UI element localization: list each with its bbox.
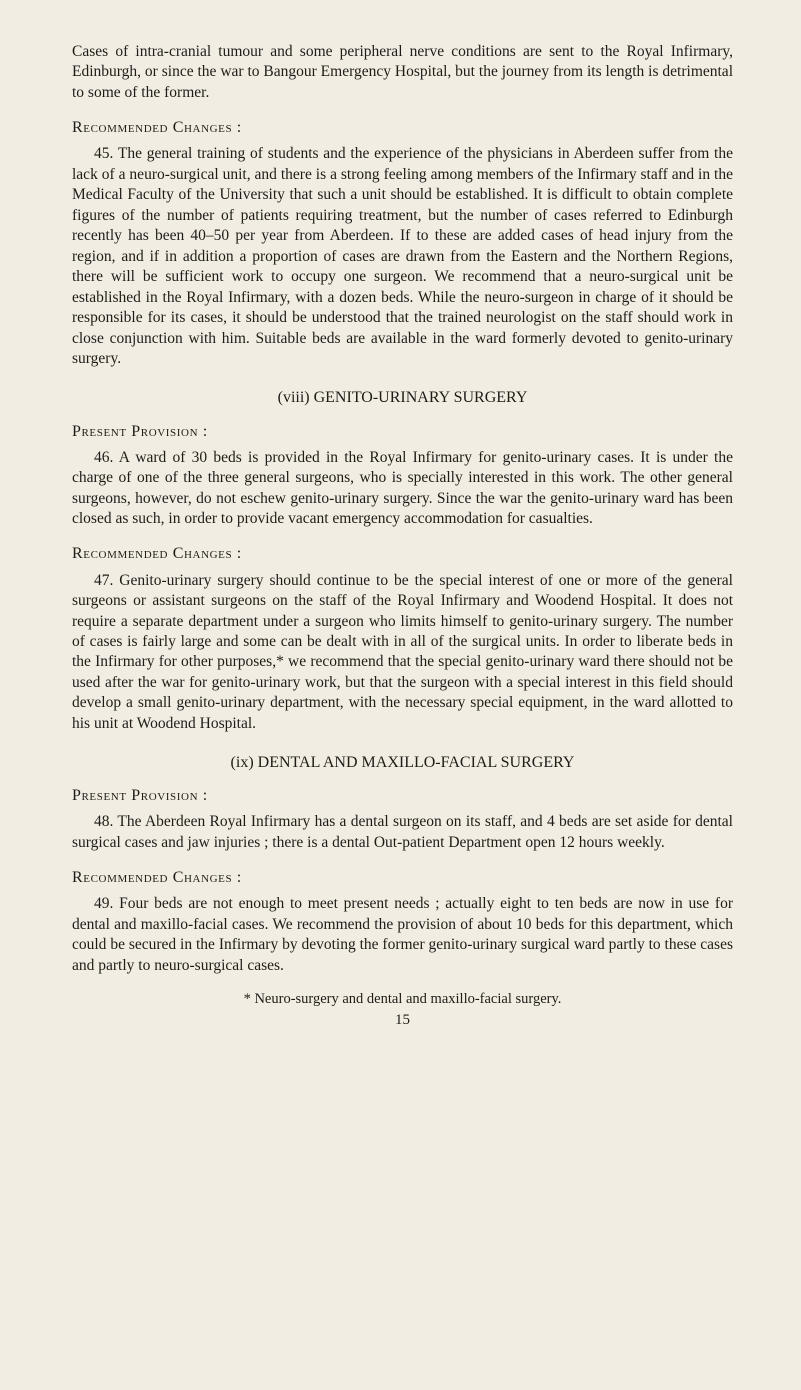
paragraph-45: 45. The general training of students and… <box>72 144 733 369</box>
page-number: 15 <box>72 1011 733 1031</box>
heading-dental-maxillo: (ix) DENTAL AND MAXILLO-FACIAL SURGERY <box>72 752 733 773</box>
heading-present-provision-2: Present Provision : <box>72 785 733 806</box>
heading-recommended-changes-3: Recommended Changes : <box>72 867 733 888</box>
heading-present-provision-1: Present Provision : <box>72 421 733 442</box>
heading-recommended-changes-1: Recommended Changes : <box>72 117 733 138</box>
paragraph-intro: Cases of intra-cranial tumour and some p… <box>72 42 733 103</box>
heading-recommended-changes-2: Recommended Changes : <box>72 543 733 564</box>
paragraph-49: 49. Four beds are not enough to meet pre… <box>72 894 733 976</box>
paragraph-46: 46. A ward of 30 beds is provided in the… <box>72 448 733 530</box>
heading-genito-urinary: (viii) GENITO-URINARY SURGERY <box>72 387 733 408</box>
footnote: * Neuro-surgery and dental and maxillo-f… <box>72 990 733 1009</box>
paragraph-48: 48. The Aberdeen Royal Infirmary has a d… <box>72 812 733 853</box>
document-page: Cases of intra-cranial tumour and some p… <box>0 0 801 1390</box>
paragraph-47: 47. Genito-urinary surgery should contin… <box>72 571 733 735</box>
